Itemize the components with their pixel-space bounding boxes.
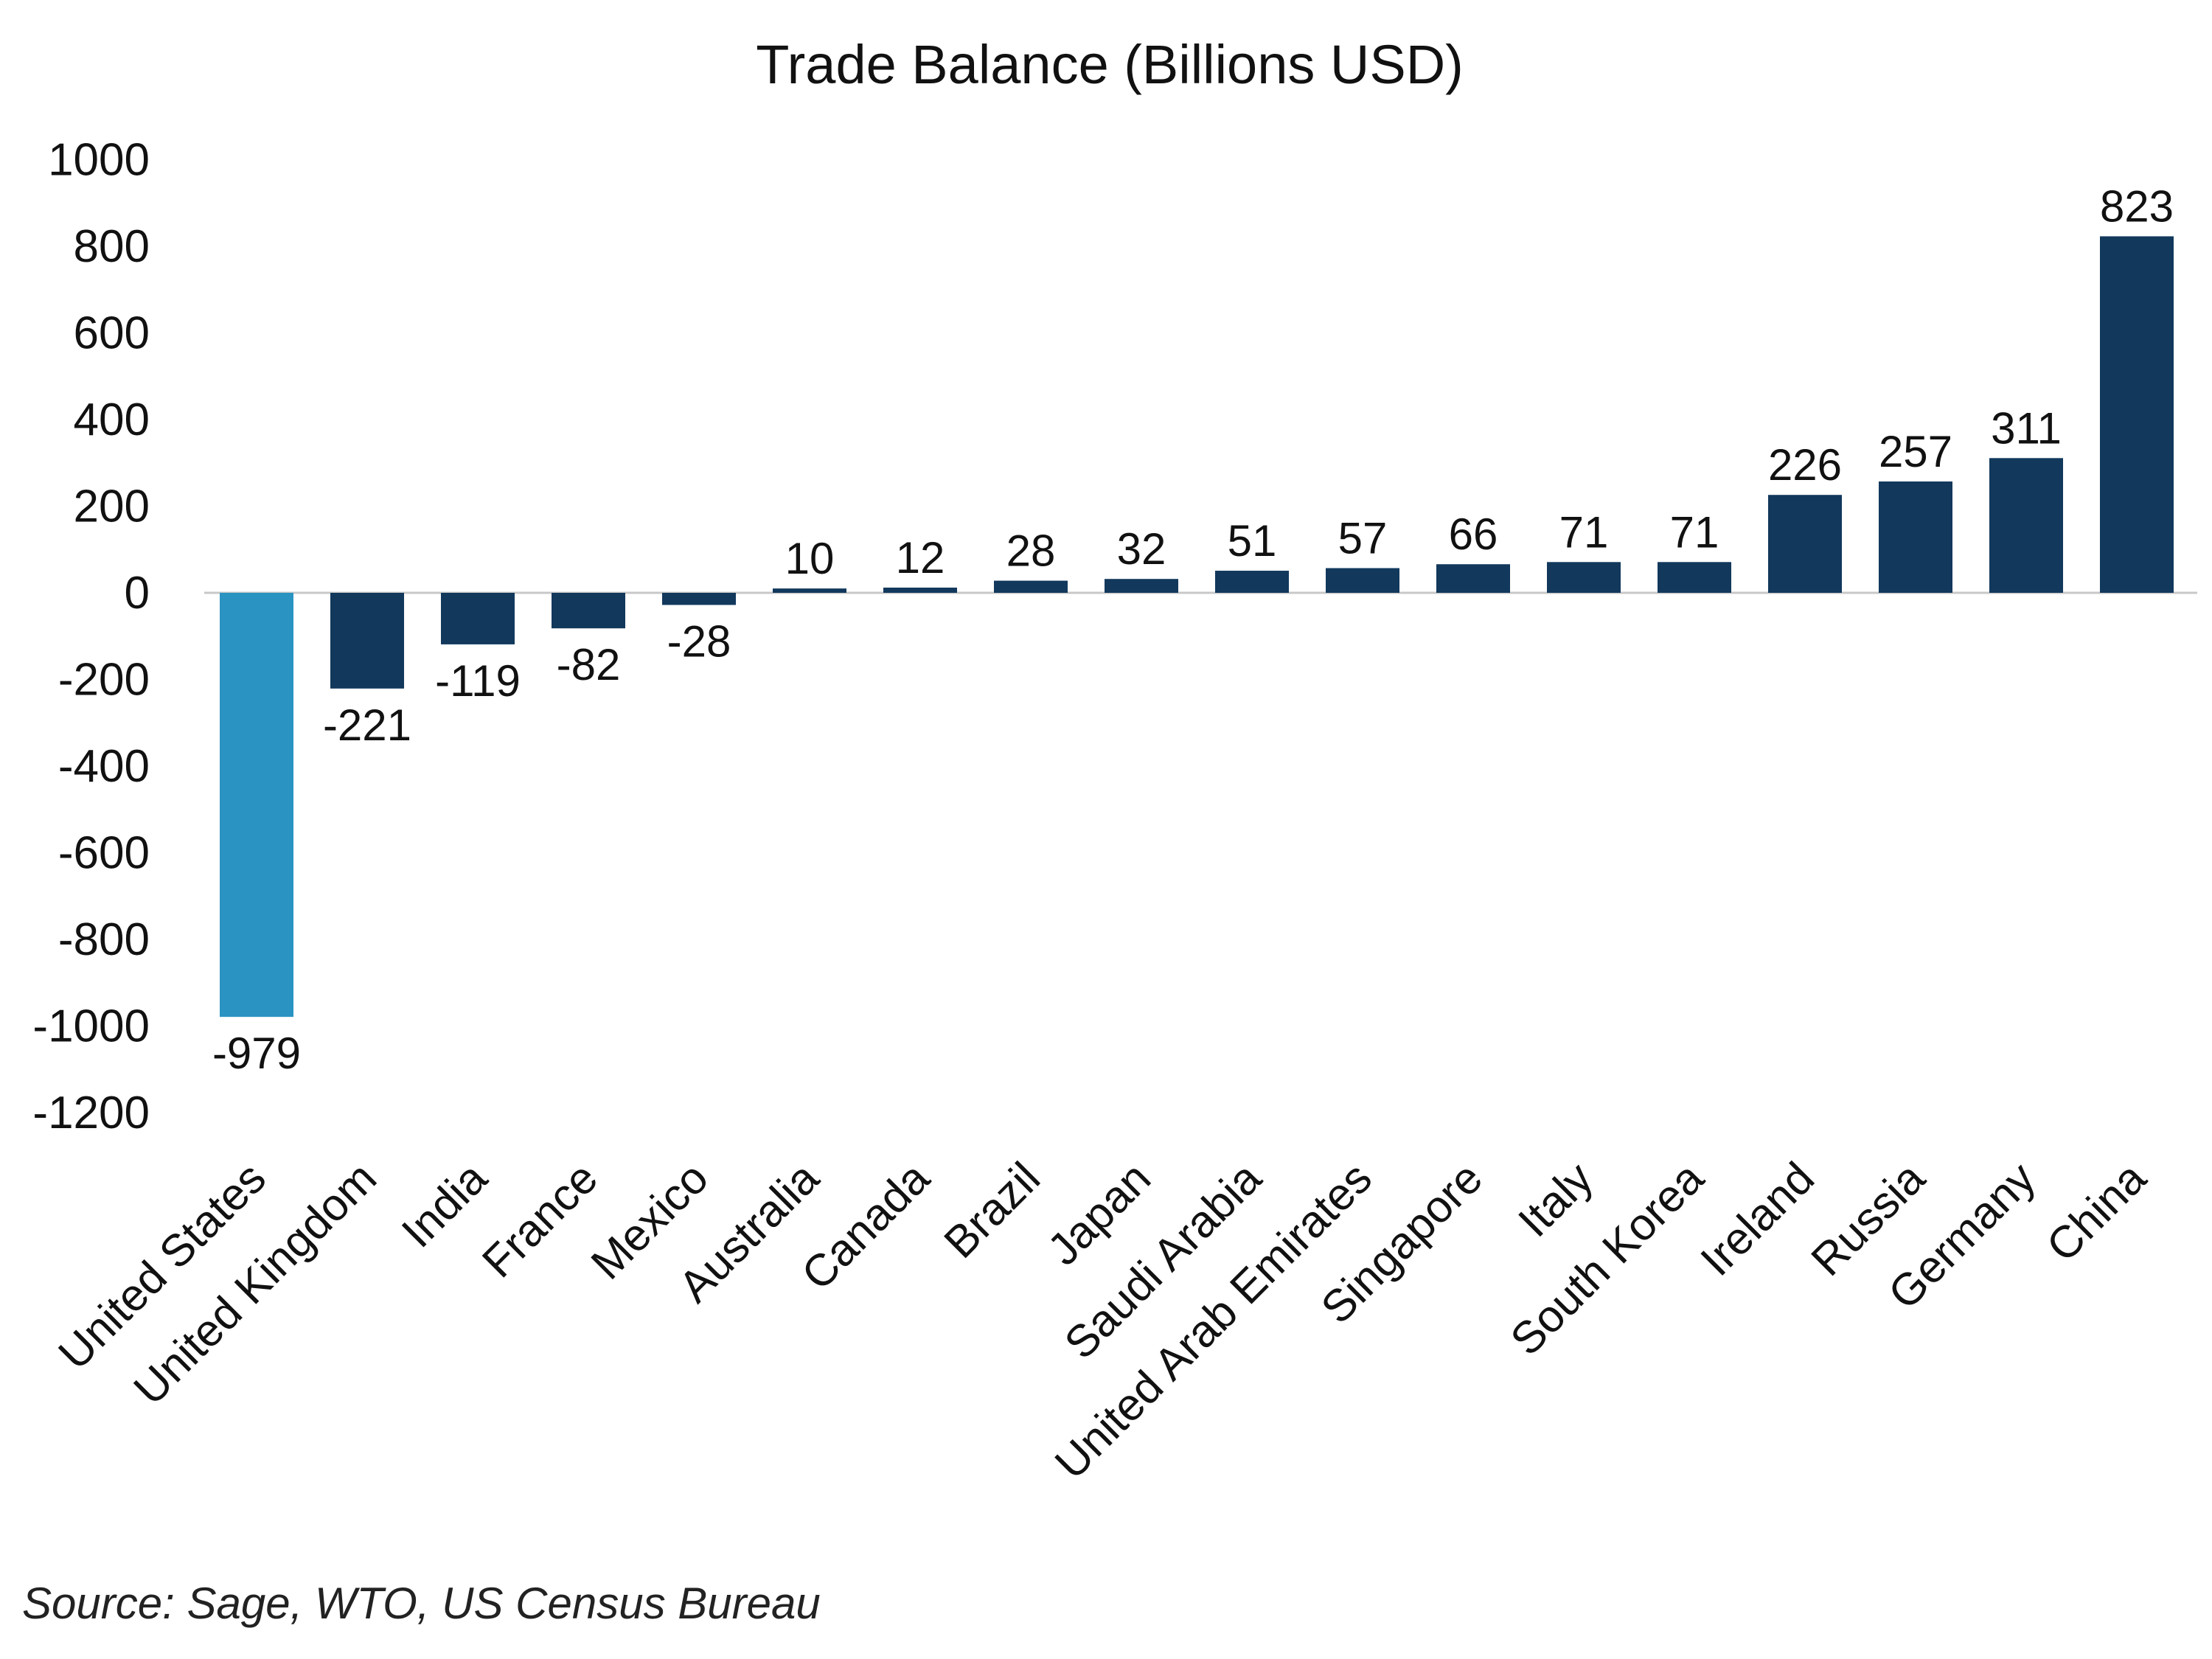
- bar: [662, 593, 736, 605]
- bar: [1989, 458, 2063, 593]
- data-label: 28: [1006, 526, 1056, 576]
- data-label: -28: [667, 616, 731, 666]
- bar: [1436, 564, 1510, 593]
- data-label: 257: [1879, 427, 1952, 476]
- bar: [1547, 562, 1621, 593]
- data-label: 10: [785, 534, 835, 583]
- y-tick-label: 800: [74, 221, 150, 272]
- bar: [330, 593, 404, 689]
- category-label: Brazil: [934, 1152, 1049, 1267]
- y-tick-label: -1200: [32, 1088, 150, 1138]
- y-tick-label: 200: [74, 481, 150, 532]
- data-label: 51: [1228, 516, 1277, 566]
- bar: [1768, 495, 1842, 593]
- data-label: -979: [212, 1029, 301, 1078]
- bar: [1326, 568, 1399, 593]
- data-label: 71: [1559, 507, 1609, 557]
- data-label: 57: [1338, 514, 1388, 563]
- y-tick-label: 1000: [48, 135, 150, 186]
- chart-title: Trade Balance (Billions USD): [756, 34, 1464, 95]
- data-label: -82: [557, 640, 621, 689]
- category-label: South Korea: [1500, 1152, 1713, 1365]
- data-label: -119: [435, 656, 521, 706]
- y-tick-label: -400: [58, 741, 150, 792]
- bar: [441, 593, 515, 644]
- data-label: 66: [1449, 509, 1498, 559]
- data-label: 12: [896, 533, 945, 582]
- category-label: India: [392, 1152, 497, 1257]
- y-tick-label: 0: [125, 568, 150, 619]
- y-tick-label: -600: [58, 828, 150, 879]
- bar: [994, 580, 1068, 593]
- data-label: 823: [2100, 181, 2174, 231]
- y-tick-label: -1000: [32, 1001, 150, 1052]
- y-tick-label: -200: [58, 655, 150, 706]
- bar: [220, 593, 293, 1018]
- data-label: 311: [1991, 403, 2062, 453]
- bar: [1658, 562, 1731, 593]
- y-tick-label: -800: [58, 914, 150, 965]
- category-label: France: [473, 1152, 607, 1287]
- data-label: -221: [323, 700, 411, 750]
- value-labels: -979 -221 -119 -82 -28 10 12 28 32 51 57 66 71 71 226 2…: [212, 181, 2174, 1078]
- category-label: China: [2037, 1152, 2155, 1271]
- y-tick-label: 400: [74, 394, 150, 445]
- category-label: Ireland: [1691, 1152, 1823, 1285]
- data-label: 32: [1117, 524, 1166, 574]
- bar: [2100, 236, 2174, 593]
- y-tick-label: 600: [74, 308, 150, 359]
- category-label: Italy: [1509, 1152, 1603, 1247]
- data-label: 71: [1670, 507, 1719, 557]
- source-note: Source: Sage, WTO, US Census Bureau: [22, 1579, 821, 1628]
- bars-group: [220, 236, 2174, 1018]
- bar: [1105, 579, 1178, 593]
- bar: [1879, 481, 1952, 593]
- bar: [552, 593, 625, 629]
- bar: [1215, 571, 1289, 593]
- data-label: 226: [1768, 440, 1842, 490]
- y-axis-ticks: 1000 800 600 400 200 0 -200 -400 -600 -800 -1000 -1…: [32, 135, 150, 1139]
- bar: [883, 587, 957, 593]
- bar: [773, 588, 846, 593]
